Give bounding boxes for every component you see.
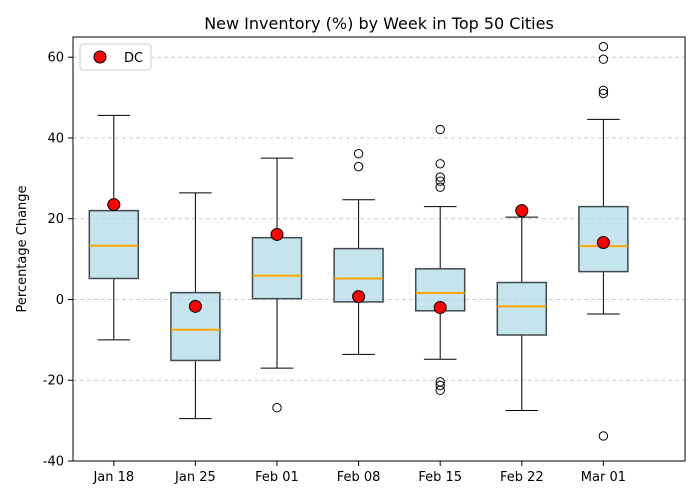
dc-point xyxy=(270,227,284,241)
box-plot xyxy=(333,149,384,355)
outlier-point xyxy=(435,172,445,182)
outlier-point xyxy=(353,149,364,159)
y-tick-label: 60 xyxy=(47,51,64,66)
outlier-point xyxy=(435,124,445,135)
outlier-point xyxy=(435,377,445,387)
outlier-point xyxy=(435,385,445,396)
x-axis-ticks: Jan 18 Jan 25 Feb 01 Feb 08 Feb 15 Feb 22 Mar … xyxy=(92,461,626,485)
outlier-point xyxy=(598,88,609,99)
y-tick-label: 20 xyxy=(47,212,64,227)
dc-point xyxy=(188,299,202,313)
y-tick-label: 0 xyxy=(56,293,64,308)
outlier-point xyxy=(435,182,445,192)
y-tick-label: -40 xyxy=(43,455,64,470)
box-plot xyxy=(88,114,140,341)
y-tick-label: 40 xyxy=(47,131,64,146)
outlier-point xyxy=(435,159,445,169)
x-tick-label: Feb 15 xyxy=(418,470,462,485)
iqr-box xyxy=(251,236,303,300)
y-axis-ticks: -40 -20 0 20 40 60 xyxy=(43,51,73,470)
box-plot xyxy=(414,124,466,396)
chart-title: New Inventory (%) by Week in Top 50 Citi… xyxy=(204,14,554,33)
outlier-point xyxy=(435,176,445,186)
outlier-point xyxy=(272,402,282,413)
outlier-point xyxy=(598,41,609,52)
x-tick-label: Jan 18 xyxy=(92,470,134,485)
outlier-point xyxy=(598,85,609,96)
box-plots xyxy=(88,41,629,441)
dc-point xyxy=(352,290,366,304)
outlier-point xyxy=(598,54,609,64)
dc-series xyxy=(107,198,610,315)
box-plot xyxy=(251,157,303,413)
x-tick-label: Jan 25 xyxy=(174,470,216,485)
dc-point xyxy=(596,236,610,250)
legend-box xyxy=(79,43,152,71)
legend-dc-label: DC xyxy=(124,51,143,66)
dc-point xyxy=(515,204,529,218)
box-plot xyxy=(496,216,548,412)
legend: DC xyxy=(79,43,152,71)
y-axis-label: Percentage Change xyxy=(15,185,30,312)
outlier-point xyxy=(598,431,609,441)
plot-frame xyxy=(72,36,686,462)
outlier-point xyxy=(353,161,364,172)
dc-point xyxy=(433,301,447,315)
iqr-box xyxy=(496,281,548,336)
y-tick-label: -20 xyxy=(43,374,64,389)
x-tick-label: Feb 01 xyxy=(255,470,299,485)
x-tick-label: Mar 01 xyxy=(581,470,626,485)
x-tick-label: Feb 22 xyxy=(500,470,544,485)
x-tick-label: Feb 08 xyxy=(337,470,381,485)
outlier-point xyxy=(435,380,445,391)
dc-point xyxy=(107,198,121,212)
iqr-box xyxy=(88,209,140,280)
legend-dc-marker xyxy=(93,50,107,64)
